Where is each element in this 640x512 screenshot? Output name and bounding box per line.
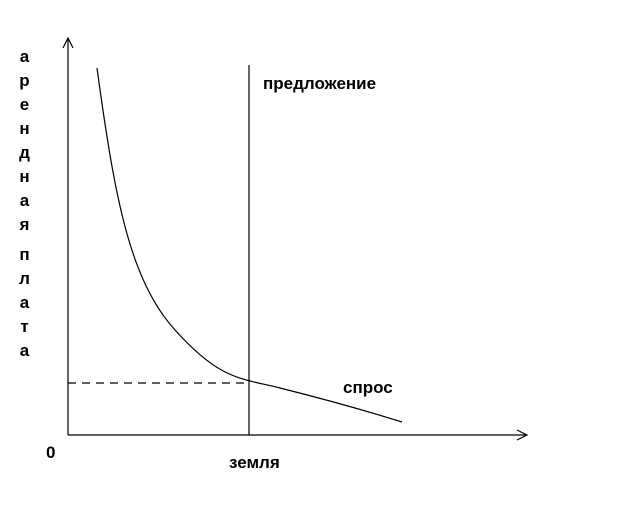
y-axis-label: плата xyxy=(15,245,34,365)
y-axis-label: арендная xyxy=(15,47,34,239)
x-axis-arrow xyxy=(516,429,529,441)
supply-label: предложение xyxy=(263,74,377,93)
y-axis-arrow xyxy=(62,36,74,49)
demand-label: спрос xyxy=(343,378,393,397)
demand-curve xyxy=(96,67,403,423)
origin-label: 0 xyxy=(46,443,56,462)
x-axis-label: земля xyxy=(229,453,280,472)
